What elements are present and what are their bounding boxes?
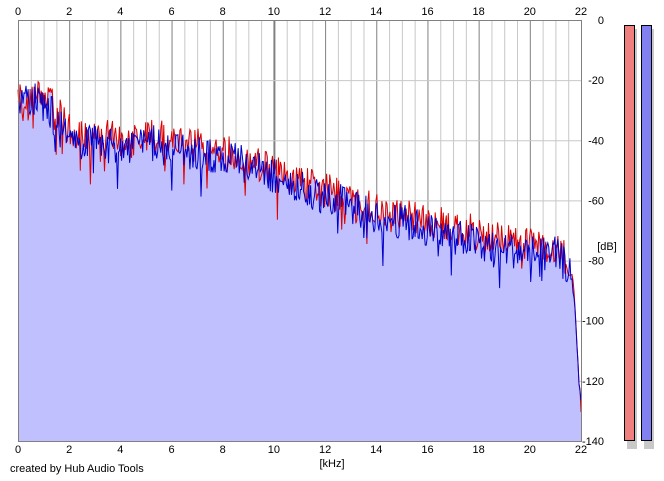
y-tick-label: -60 bbox=[588, 195, 604, 207]
x-tick-label-bottom: 4 bbox=[117, 444, 123, 456]
plot-frame bbox=[18, 20, 582, 442]
x-tick-label-top: 20 bbox=[524, 6, 536, 18]
y-tick-label: 0 bbox=[598, 15, 604, 27]
x-tick-label-top: 2 bbox=[66, 6, 72, 18]
x-ticks-top: 0 2 4 6 8 10 12 14 16 18 20 22 bbox=[15, 6, 587, 18]
x-tick-label-bottom: 0 bbox=[15, 444, 21, 456]
x-ticks-bottom: 0 2 4 6 8 10 12 14 16 18 20 22 bbox=[15, 444, 587, 456]
level-meter-1 bbox=[624, 25, 635, 441]
y-tick-label: -100 bbox=[582, 316, 604, 328]
x-tick-label-top: 0 bbox=[15, 6, 21, 18]
x-tick-label-bottom: 18 bbox=[473, 444, 485, 456]
y-ticks-right: 0 -20 -40 -60 -80 -100 -120 -140 bbox=[582, 15, 604, 448]
x-tick-label-bottom: 6 bbox=[168, 444, 174, 456]
x-tick-label-bottom: 14 bbox=[370, 444, 382, 456]
x-tick-label-bottom: 2 bbox=[66, 444, 72, 456]
x-axis-label: [kHz] bbox=[319, 458, 344, 470]
x-tick-label-bottom: 12 bbox=[319, 444, 331, 456]
x-tick-label-top: 6 bbox=[168, 6, 174, 18]
x-tick-label-bottom: 20 bbox=[524, 444, 536, 456]
level-meters bbox=[624, 25, 654, 449]
y-tick-label: -20 bbox=[588, 75, 604, 87]
x-tick-label-top: 16 bbox=[421, 6, 433, 18]
credit-text: created by Hub Audio Tools bbox=[10, 463, 144, 475]
x-tick-label-bottom: 22 bbox=[575, 444, 587, 456]
y-tick-label: -140 bbox=[582, 436, 604, 448]
y-tick-label: -40 bbox=[588, 135, 604, 147]
level-meter-2 bbox=[641, 25, 652, 441]
y-tick-label: -120 bbox=[582, 376, 604, 388]
x-tick-label-top: 10 bbox=[268, 6, 280, 18]
x-tick-label-bottom: 8 bbox=[220, 444, 226, 456]
x-tick-label-bottom: 10 bbox=[268, 444, 280, 456]
spectrum-fill-area bbox=[18, 81, 581, 441]
x-tick-label-top: 8 bbox=[220, 6, 226, 18]
series-line-2 bbox=[17, 83, 582, 401]
x-tick-label-top: 22 bbox=[575, 6, 587, 18]
y-tick-label: -80 bbox=[588, 256, 604, 268]
x-tick-label-top: 12 bbox=[319, 6, 331, 18]
x-tick-label-top: 18 bbox=[473, 6, 485, 18]
spectrum-series-lines bbox=[17, 80, 582, 413]
y-axis-label: [dB] bbox=[597, 241, 617, 253]
x-tick-label-top: 14 bbox=[370, 6, 382, 18]
x-tick-label-bottom: 16 bbox=[421, 444, 433, 456]
x-tick-label-top: 4 bbox=[117, 6, 123, 18]
